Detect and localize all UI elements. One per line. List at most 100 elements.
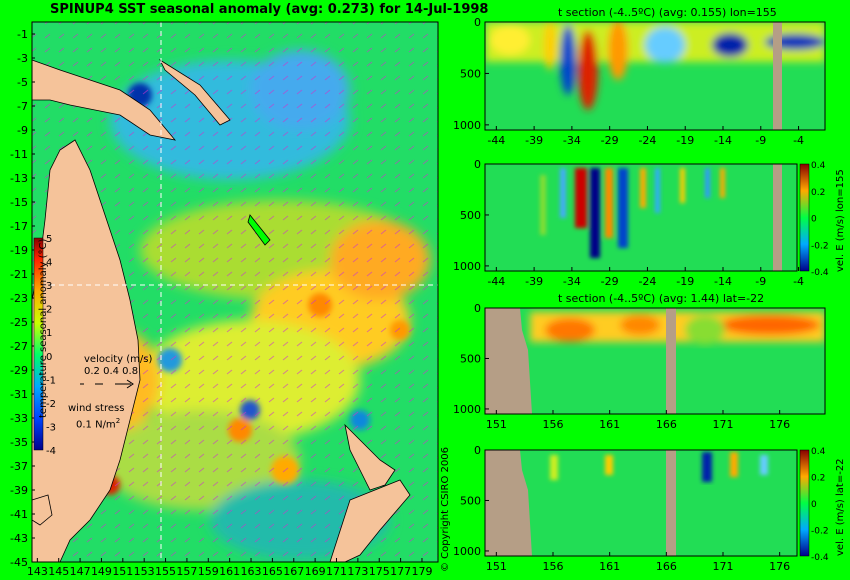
map-x-tick-label: 147	[70, 565, 91, 578]
sst-colorbar-tick-label: 3	[46, 281, 52, 292]
map-x-tick-label: 165	[262, 565, 283, 578]
map-x-tick-label: 157	[176, 565, 197, 578]
section-y-tick-label: 1000	[453, 260, 481, 273]
section-x-tick-label: 156	[543, 560, 564, 573]
section-y-tick-label: 500	[460, 209, 481, 222]
section-y-tick-label: 1000	[453, 545, 481, 558]
t-section-lat-plot	[484, 307, 826, 415]
section-y-tick-label: 500	[460, 352, 481, 365]
section-x-tick-label: 176	[769, 418, 790, 431]
section-x-tick-label: 166	[656, 418, 677, 431]
land-new-guinea	[31, 59, 177, 141]
section-x-tick-label: -24	[638, 275, 656, 288]
map-y-tick-label: -37	[10, 460, 28, 473]
sst-colorbar-ticks: 5 4 3 2 1 0 -1 -2 -3 -4	[46, 234, 56, 457]
map-x-tick-label: 143	[27, 565, 48, 578]
sst-colorbar-tick-label: -4	[46, 446, 56, 457]
map-y-tick-label: -7	[17, 100, 28, 113]
section-x-tick-label: -19	[676, 134, 694, 147]
map-y-tick-label: -33	[10, 412, 28, 425]
vel-colorbar-tick-label: 0.4	[811, 161, 826, 171]
section-y-tick-label: 1000	[453, 119, 481, 132]
section-y-tick-label: 1000	[453, 403, 481, 416]
section-x-tick-label: -24	[638, 134, 656, 147]
map-y-tick-label: -39	[10, 484, 28, 497]
map-x-axis: 143 145 147 149 151 153 155 157 159 161 163 165 167 1…	[27, 558, 432, 578]
vel-colorbar-tick-label: 0.4	[811, 447, 826, 457]
section-x-tick-label: 156	[543, 418, 564, 431]
land-png-islands	[159, 58, 231, 126]
map-y-tick-label: -5	[17, 76, 28, 89]
sst-colorbar	[33, 237, 44, 451]
section-x-tick-label: 161	[599, 418, 620, 431]
sst-colorbar-label: temperature seasonal anomaly (°C)	[38, 238, 49, 418]
map-y-tick-label: -25	[10, 316, 28, 329]
vel-colorbar-tick-label: 0	[811, 215, 817, 225]
map-x-tick-label: 167	[283, 565, 304, 578]
section-x-tick-label: 171	[713, 560, 734, 573]
sst-colorbar-tick-label: -3	[46, 422, 56, 433]
velocity-legend-scale: 0.2 0.4 0.8	[84, 366, 139, 377]
velocity-legend-title: velocity (m/s)	[84, 354, 153, 365]
map-x-tick-label: 163	[241, 565, 262, 578]
map-x-tick-label: 173	[347, 565, 368, 578]
section-x-tick-label: -9	[755, 134, 766, 147]
section-x-tick-label: -4	[793, 275, 804, 288]
section-panels: -44 -39 -34 -29 -24 -19 -14 -9 -4 0 500 1000 -44 -39…	[453, 16, 829, 573]
sst-colorbar-tick-label: 5	[46, 234, 52, 245]
map-y-tick-label: -31	[10, 388, 28, 401]
land-australia	[31, 139, 141, 563]
map-x-tick-label: 171	[326, 565, 347, 578]
map-y-tick-label: -1	[17, 28, 28, 41]
section-y-tick-label: 0	[474, 302, 481, 315]
section-x-tick-label: -39	[525, 134, 543, 147]
section-x-tick-label: -34	[563, 134, 581, 147]
section-x-tick-label: -14	[714, 275, 732, 288]
section-x-tick-label: -44	[487, 275, 505, 288]
vel-colorbar-tick-label: 0.2	[811, 474, 825, 484]
t-section-lat-title: t section (-4..5ºC) (avg: 1.44) lat=-22	[558, 292, 765, 305]
map-title: SPINUP4 SST seasonal anomaly (avg: 0.273…	[50, 2, 489, 17]
vel-colorbar-tick-label: 0.2	[811, 188, 825, 198]
vel-lon-colorbar	[799, 163, 810, 272]
vel-colorbar-tick-label: -0.4	[811, 553, 829, 563]
vel-section-lat-plot	[484, 449, 798, 557]
section-y-tick-label: 500	[460, 494, 481, 507]
section-y-tick-label: 500	[460, 67, 481, 80]
map-y-tick-label: -15	[10, 196, 28, 209]
vel-colorbar-tick-label: -0.4	[811, 268, 829, 278]
vel-colorbar-tick-label: -0.2	[811, 527, 829, 537]
velocity-legend-arrows	[80, 379, 134, 389]
section-y-tick-label: 0	[474, 158, 481, 171]
map-y-tick-label: -9	[17, 124, 28, 137]
t-section-lon-plot	[484, 21, 826, 131]
section-x-tick-label: -9	[755, 275, 766, 288]
sst-colorbar-tick-label: 0	[46, 352, 52, 363]
vel-colorbar-tick-label: 0	[811, 500, 817, 510]
sst-colorbar-tick-label: 4	[46, 258, 52, 269]
map-y-tick-label: -27	[10, 340, 28, 353]
map-y-tick-label: -43	[10, 532, 28, 545]
section-x-tick-label: -34	[563, 275, 581, 288]
map-x-tick-label: 159	[198, 565, 219, 578]
section-x-tick-label: 161	[599, 560, 620, 573]
sst-map[interactable]: -1-3-5-7-9-11-13-15-17-19-21-23-25-27-29…	[0, 0, 440, 580]
map-plot-area	[31, 21, 439, 563]
map-y-tick-label: -35	[10, 436, 28, 449]
t-section-lon-title: t section (-4..5ºC) (avg: 0.155) lon=155	[558, 6, 777, 19]
map-y-tick-label: -21	[10, 268, 28, 281]
section-y-tick-label: 0	[474, 16, 481, 29]
vel-colorbar-tick-label: -0.2	[811, 241, 829, 251]
map-x-tick-label: 155	[155, 565, 176, 578]
map-y-tick-label: -29	[10, 364, 28, 377]
map-y-tick-label: -45	[10, 556, 28, 569]
vel-lat-colorbar-label: vel. E (m/s) lat=-22	[835, 458, 846, 556]
section-x-tick-label: -19	[676, 275, 694, 288]
map-y-tick-label: -41	[10, 508, 28, 521]
section-y-tick-label: 0	[474, 444, 481, 457]
wind-legend-title: wind stress	[68, 403, 125, 414]
map-y-axis: -1 -3 -5 -7 -9 -11 -13 -15 -17 -19 -21 -23 -25 -27 -29…	[10, 28, 35, 569]
sst-colorbar-tick-label: -1	[46, 375, 56, 386]
section-x-tick-label: -29	[601, 275, 619, 288]
map-x-tick-label: 179	[411, 565, 432, 578]
